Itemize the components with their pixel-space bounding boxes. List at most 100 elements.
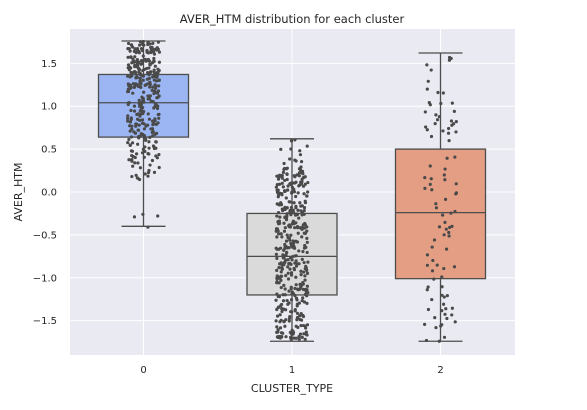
strip-point	[137, 51, 141, 55]
box-group-cluster-2	[394, 52, 487, 342]
strip-point	[298, 282, 302, 286]
strip-point	[278, 215, 282, 219]
strip-point	[426, 285, 430, 289]
strip-point	[301, 281, 305, 285]
strip-point	[155, 48, 159, 52]
strip-point	[142, 134, 147, 138]
strip-point	[300, 257, 304, 261]
strip-point	[292, 220, 296, 224]
strip-point	[283, 287, 287, 291]
strip-point	[290, 258, 294, 262]
strip-point	[306, 260, 310, 264]
strip-point	[435, 263, 439, 267]
strip-point	[139, 62, 143, 66]
strip-point	[299, 323, 303, 328]
strip-point	[304, 245, 308, 249]
strip-point	[441, 91, 445, 95]
strip-point	[289, 273, 294, 277]
strip-point	[430, 245, 434, 249]
strip-point	[277, 266, 281, 270]
strip-point	[297, 337, 301, 341]
strip-point	[137, 123, 141, 127]
strip-point	[452, 265, 457, 269]
strip-point	[434, 325, 438, 330]
strip-point	[300, 335, 304, 339]
strip-point	[127, 158, 131, 162]
strip-point	[288, 157, 292, 161]
strip-point	[447, 234, 451, 238]
strip-point	[447, 126, 451, 131]
strip-point	[275, 235, 279, 239]
strip-point	[138, 166, 143, 170]
strip-point	[304, 330, 308, 334]
strip-point	[300, 235, 304, 239]
strip-point	[299, 285, 303, 289]
strip-point	[279, 232, 283, 236]
strip-point	[143, 57, 147, 61]
strip-point	[278, 221, 282, 225]
strip-point	[303, 175, 307, 179]
strip-point	[306, 190, 310, 194]
strip-point	[155, 96, 159, 100]
strip-point	[157, 152, 161, 157]
strip-point	[436, 90, 440, 95]
strip-point	[280, 181, 284, 185]
strip-point	[304, 326, 308, 330]
strip-point	[131, 164, 135, 168]
strip-point	[444, 247, 449, 251]
strip-point	[297, 262, 301, 266]
strip-point	[152, 170, 157, 174]
box-iqr	[394, 148, 487, 280]
strip-point	[153, 64, 157, 68]
strip-point	[138, 79, 142, 83]
strip-point	[146, 112, 150, 116]
strip-point	[425, 288, 429, 292]
strip-point	[305, 284, 309, 288]
strip-point	[305, 323, 310, 327]
strip-point	[431, 258, 435, 263]
strip-point	[144, 66, 149, 71]
strip-point	[435, 118, 440, 122]
strip-point	[280, 235, 284, 239]
strip-point	[131, 82, 136, 86]
strip-point	[127, 47, 131, 51]
strip-point	[444, 307, 448, 311]
strip-point	[285, 188, 290, 192]
strip-point	[128, 143, 132, 147]
strip-point	[132, 130, 136, 134]
strip-point	[440, 293, 444, 297]
strip-point	[150, 88, 154, 92]
strip-point	[140, 118, 145, 122]
strip-point	[129, 55, 133, 59]
strip-point	[443, 197, 448, 202]
strip-point	[303, 278, 307, 282]
strip-point	[129, 116, 133, 120]
strip-point	[290, 310, 294, 314]
strip-point	[302, 192, 306, 196]
strip-point	[136, 142, 140, 146]
strip-point	[133, 161, 137, 165]
strip-point	[280, 193, 284, 197]
strip-point	[291, 241, 296, 245]
strip-point	[305, 240, 309, 244]
strip-point	[294, 296, 299, 300]
strip-point	[296, 191, 300, 195]
strip-point	[453, 209, 457, 214]
strip-point	[126, 87, 130, 91]
strip-point	[283, 324, 287, 328]
strip-point	[275, 268, 279, 272]
strip-point	[434, 206, 439, 210]
strip-point	[275, 274, 279, 278]
strip-point	[144, 83, 148, 87]
strip-point	[282, 161, 286, 166]
strip-point	[288, 330, 292, 335]
strip-point	[143, 145, 147, 149]
strip-point	[152, 122, 156, 126]
strip-point	[139, 112, 143, 116]
strip-point	[295, 173, 299, 177]
strip-point	[425, 63, 429, 67]
strip-point	[298, 317, 302, 322]
strip-point	[147, 168, 151, 173]
strip-point	[148, 135, 152, 139]
